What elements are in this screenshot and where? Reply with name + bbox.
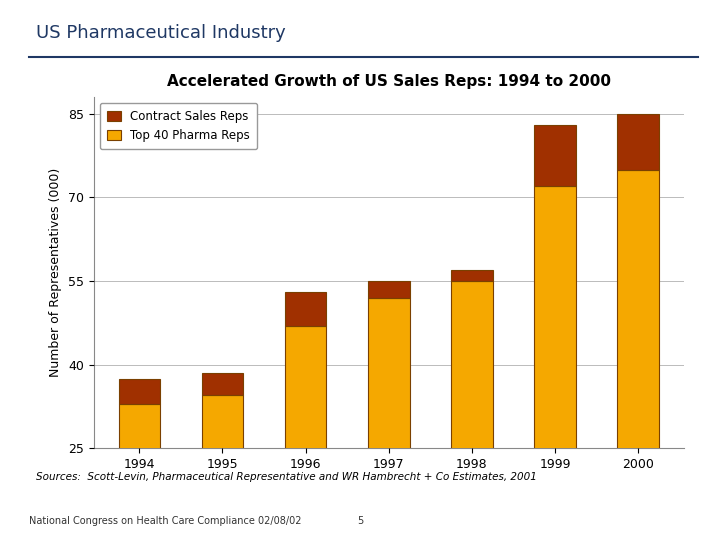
Bar <box>451 281 492 540</box>
Text: National Congress on Health Care Compliance 02/08/02: National Congress on Health Care Complia… <box>29 516 301 526</box>
Bar <box>119 379 160 403</box>
Bar <box>618 170 659 540</box>
Bar <box>534 186 576 540</box>
Bar <box>202 373 243 395</box>
Bar <box>610 448 667 456</box>
Y-axis label: Number of Representatives (000): Number of Representatives (000) <box>50 168 63 377</box>
Bar <box>618 114 659 170</box>
Bar <box>277 448 334 456</box>
Title: Accelerated Growth of US Sales Reps: 1994 to 2000: Accelerated Growth of US Sales Reps: 199… <box>167 74 611 89</box>
Bar <box>285 292 326 326</box>
Bar <box>361 448 417 456</box>
Text: US Pharmaceutical Industry: US Pharmaceutical Industry <box>36 24 286 42</box>
Bar <box>368 281 410 298</box>
Bar <box>451 270 492 281</box>
Bar <box>111 448 168 456</box>
Legend: Contract Sales Reps, Top 40 Pharma Reps: Contract Sales Reps, Top 40 Pharma Reps <box>99 103 257 149</box>
Bar <box>202 395 243 540</box>
Text: 5: 5 <box>357 516 363 526</box>
Bar <box>527 448 583 456</box>
Bar <box>285 326 326 540</box>
Text: Sources:  Scott-Levin, Pharmaceutical Representative and WR Hambrecht + Co Estim: Sources: Scott-Levin, Pharmaceutical Rep… <box>36 472 537 483</box>
Bar <box>534 125 576 186</box>
Bar <box>119 403 160 540</box>
Bar <box>444 448 500 456</box>
Bar <box>194 448 251 456</box>
Bar <box>368 298 410 540</box>
